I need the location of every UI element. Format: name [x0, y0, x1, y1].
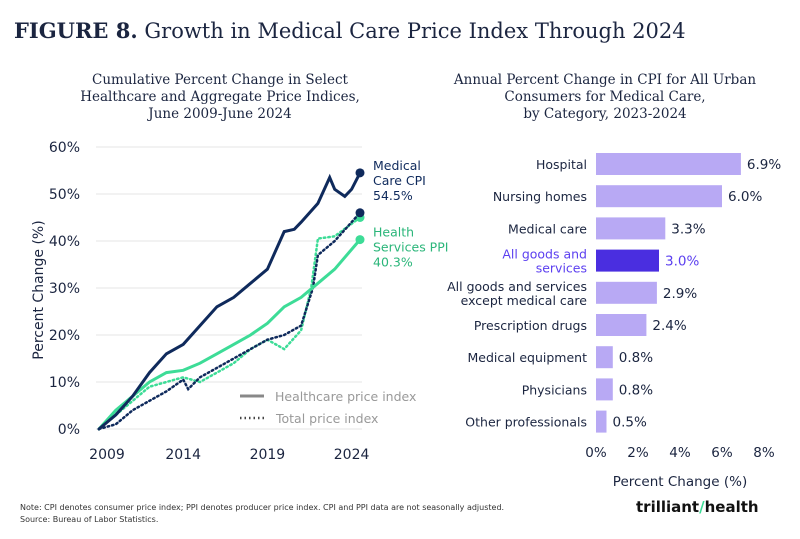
bar-value-label: 2.4%: [652, 318, 686, 334]
end-point-marker: [355, 208, 365, 218]
title-line: June 2009-June 2024: [148, 106, 292, 122]
bar-value-label: 0.8%: [619, 350, 653, 366]
x-tick-label: 8%: [753, 445, 775, 461]
bar-value-label: 3.0%: [665, 254, 699, 270]
series-line: [97, 171, 362, 431]
x-tick-label: 2014: [165, 447, 201, 463]
total-series-line: [97, 216, 362, 431]
y-tick-label: 40%: [49, 234, 80, 250]
footnote: Note: CPI denotes consumer price index; …: [20, 502, 504, 526]
series-line: [97, 238, 362, 431]
category-label: Physicians: [522, 382, 587, 397]
series-end-label: Services PPI: [373, 240, 448, 255]
y-tick-label: 0%: [58, 422, 80, 438]
series-end-label: Care CPI: [373, 173, 426, 188]
title-line: by Category, 2023-2024: [523, 106, 687, 122]
x-tick-label: 2%: [627, 445, 649, 461]
title-line: Cumulative Percent Change in Select: [92, 72, 348, 88]
category-label: Prescription drugs: [474, 318, 587, 333]
bar: [596, 410, 607, 433]
bar-value-label: 2.9%: [663, 286, 697, 302]
right-chart-title: Annual Percent Change in CPI for All Urb…: [445, 72, 765, 123]
category-label: All goods and services: [447, 279, 587, 294]
y-tick-label: 50%: [49, 187, 80, 203]
bar: [596, 153, 741, 175]
trilliant-health-logo: trilliant/health: [636, 498, 759, 516]
y-tick-label: 20%: [49, 328, 80, 344]
series-end-label: Health: [373, 225, 414, 240]
end-point-marker: [355, 168, 365, 178]
bar: [596, 281, 657, 304]
left-chart-title: Cumulative Percent Change in Select Heal…: [60, 72, 380, 123]
figure-title: FIGURE 8. Growth in Medical Care Price I…: [14, 18, 686, 43]
y-axis-label: Percent Change (%): [31, 220, 47, 359]
x-axis-label: Percent Change (%): [613, 474, 747, 490]
total-series-line: [97, 211, 362, 431]
x-tick-label: 2019: [250, 447, 286, 463]
x-tick-label: 2009: [89, 447, 125, 463]
bar: [596, 249, 659, 272]
end-point-marker: [355, 235, 365, 245]
bar-value-label: 6.9%: [747, 157, 781, 173]
legend-label: Total price index: [275, 411, 378, 426]
bar-value-label: 0.5%: [613, 415, 647, 431]
bar-value-label: 6.0%: [728, 189, 762, 205]
bar: [596, 346, 613, 369]
legend-label: Healthcare price index: [275, 389, 416, 404]
title-line: Annual Percent Change in CPI for All Urb…: [453, 72, 757, 88]
series-end-label: 40.3%: [373, 255, 413, 270]
category-label: Medical care: [508, 221, 587, 236]
category-label: Medical equipment: [467, 350, 587, 365]
y-tick-label: 10%: [49, 375, 80, 391]
bar: [596, 217, 666, 240]
bar: [596, 314, 647, 336]
series-end-label: 54.5%: [373, 188, 413, 203]
note-text: Note: CPI denotes consumer price index; …: [20, 503, 505, 512]
title-line: Healthcare and Aggregate Price Indices,: [80, 89, 360, 105]
y-tick-label: 60%: [49, 140, 80, 156]
x-tick-label: 0%: [585, 445, 607, 461]
category-label: Nursing homes: [493, 189, 587, 204]
x-tick-label: 2024: [334, 447, 370, 463]
y-tick-label: 30%: [49, 281, 80, 297]
bar: [596, 185, 722, 208]
category-label: services: [536, 261, 587, 276]
category-label: Other professionals: [465, 415, 587, 430]
figure-title-text: Growth in Medical Care Price Index Throu…: [144, 19, 686, 43]
category-label: All goods and: [502, 247, 587, 262]
bar: [596, 378, 613, 401]
source-text: Source: Bureau of Labor Statistics.: [20, 515, 159, 524]
x-tick-label: 6%: [711, 445, 733, 461]
x-tick-label: 4%: [669, 445, 691, 461]
figure-label: FIGURE 8.: [14, 18, 138, 43]
category-label: Hospital: [536, 157, 587, 172]
bar-value-label: 0.8%: [619, 382, 653, 398]
series-end-label: Medical: [373, 158, 421, 173]
category-label: except medical care: [461, 293, 588, 308]
title-line: Consumers for Medical Care,: [504, 89, 706, 105]
bar-value-label: 3.3%: [671, 221, 705, 237]
